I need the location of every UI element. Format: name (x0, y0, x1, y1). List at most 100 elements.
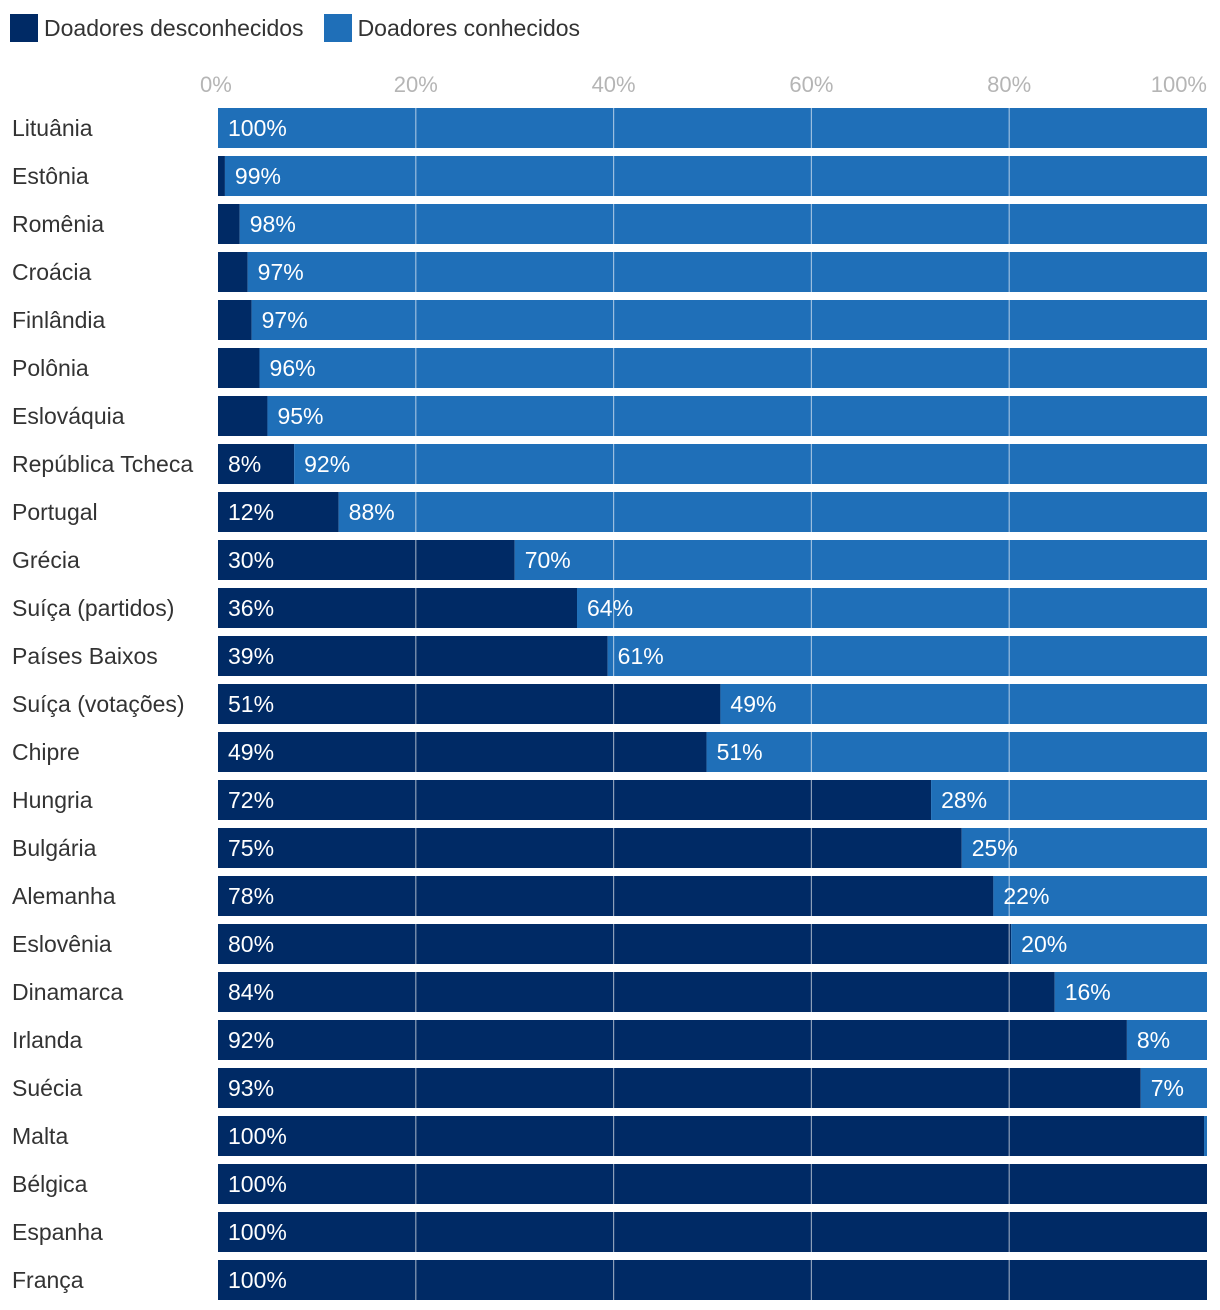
bar-segment-known[interactable] (993, 876, 1207, 916)
data-label-known: 100% (228, 115, 287, 141)
bar-segment-known[interactable] (1126, 1020, 1207, 1060)
bar-segment-unknown[interactable] (218, 972, 1055, 1012)
category-label: Grécia (12, 547, 80, 573)
data-label-unknown: 100% (228, 1219, 287, 1245)
bar-segment-unknown[interactable] (218, 348, 260, 388)
data-label-known: 7% (1151, 1075, 1184, 1101)
data-label-known: 70% (525, 547, 571, 573)
category-label: Eslováquia (12, 403, 125, 429)
bar-segment-unknown[interactable] (218, 588, 578, 628)
data-label-known: 64% (587, 595, 633, 621)
bar-segment-unknown[interactable] (218, 252, 248, 292)
data-label-unknown: 100% (228, 1171, 287, 1197)
x-tick-label: 20% (394, 72, 438, 97)
category-label: Bulgária (12, 835, 97, 861)
data-label-unknown: 78% (228, 883, 274, 909)
bar-segment-unknown[interactable] (218, 204, 240, 244)
data-label-known: 97% (258, 259, 304, 285)
category-label: República Tcheca (12, 451, 193, 477)
data-label-known: 22% (1003, 883, 1049, 909)
data-label-known: 49% (730, 691, 776, 717)
bar-segment-known[interactable] (720, 684, 1207, 724)
category-label: Croácia (12, 259, 91, 285)
bar-segment-unknown[interactable] (218, 636, 608, 676)
data-label-unknown: 49% (228, 739, 274, 765)
bar-segment-unknown[interactable] (218, 492, 339, 532)
bar-segment-unknown[interactable] (218, 156, 225, 196)
bar-segment-known[interactable] (577, 588, 1207, 628)
data-label-unknown: 93% (228, 1075, 274, 1101)
data-label-unknown: 75% (228, 835, 274, 861)
data-label-known: 8% (1137, 1027, 1170, 1053)
x-tick-label: 40% (592, 72, 636, 97)
bar-segment-known[interactable] (1140, 1068, 1207, 1108)
legend-swatch-known (323, 14, 352, 42)
bar-segment-known[interactable] (931, 780, 1207, 820)
bar-segment-known[interactable] (224, 156, 1208, 196)
category-label: Alemanha (12, 883, 116, 909)
bar-segment-known[interactable] (294, 444, 1207, 484)
data-label-known: 20% (1021, 931, 1067, 957)
bar-segment-unknown[interactable] (218, 444, 295, 484)
legend-label-known: Doadores conhecidos (357, 14, 581, 41)
bar-segment-unknown[interactable] (218, 396, 268, 436)
bar-segment-known[interactable] (247, 252, 1208, 292)
data-label-unknown: 84% (228, 979, 274, 1005)
bar-segment-unknown[interactable] (218, 1116, 1205, 1156)
data-label-known: 61% (618, 643, 664, 669)
bar-segment-known[interactable] (259, 348, 1208, 388)
bar-segment-known[interactable] (961, 828, 1207, 868)
x-tick-label: 60% (789, 72, 833, 97)
bar-segment-unknown[interactable] (218, 1164, 1207, 1204)
bar-segment-known[interactable] (1011, 924, 1207, 964)
x-tick-label: 80% (987, 72, 1031, 97)
category-label: Suíça (partidos) (12, 595, 174, 621)
bar-segment-unknown[interactable] (218, 876, 994, 916)
x-tick-label: 100% (1151, 72, 1207, 97)
bar-segment-known[interactable] (251, 300, 1208, 340)
data-label-unknown: 72% (228, 787, 274, 813)
data-label-unknown: 12% (228, 499, 274, 525)
category-label: Irlanda (12, 1027, 83, 1053)
bar-segment-unknown[interactable] (218, 780, 932, 820)
category-label: Chipre (12, 739, 80, 765)
bar-segment-known[interactable] (267, 396, 1207, 436)
bar-segment-known[interactable] (514, 540, 1207, 580)
bar-segment-unknown[interactable] (218, 1020, 1127, 1060)
data-label-known: 51% (717, 739, 763, 765)
data-label-unknown: 100% (228, 1123, 287, 1149)
bar-segment-unknown[interactable] (218, 732, 707, 772)
legend-label-unknown: Doadores desconhecidos (44, 14, 304, 41)
bar-segment-unknown[interactable] (218, 1068, 1141, 1108)
category-label: Romênia (12, 211, 104, 237)
bar-segment-known[interactable] (706, 732, 1207, 772)
category-label: França (12, 1267, 84, 1293)
category-label: Eslovênia (12, 931, 112, 957)
bar-segment-known[interactable] (239, 204, 1207, 244)
category-label: Estônia (12, 163, 89, 189)
category-label: Hungria (12, 787, 93, 813)
category-label: Bélgica (12, 1171, 88, 1197)
bar-segment-unknown[interactable] (218, 300, 252, 340)
bar-segment-known[interactable] (338, 492, 1208, 532)
bar-segment-unknown[interactable] (218, 1212, 1207, 1252)
bar-segment-known[interactable] (1204, 1116, 1207, 1156)
bar-segment-known[interactable] (607, 636, 1207, 676)
category-label: Lituânia (12, 115, 93, 141)
bar-segment-unknown[interactable] (218, 924, 1012, 964)
legend-item-unknown-donors[interactable]: Doadores desconhecidos (10, 14, 304, 42)
legend-item-known-donors[interactable]: Doadores conhecidos (323, 14, 581, 42)
bar-segment-known[interactable] (218, 108, 1207, 148)
bar-segment-unknown[interactable] (218, 540, 515, 580)
data-label-unknown: 8% (228, 451, 261, 477)
category-label: Polônia (12, 355, 89, 381)
x-tick-label: 0% (200, 72, 232, 97)
category-label: Espanha (12, 1219, 103, 1245)
bar-segment-unknown[interactable] (218, 684, 721, 724)
bar-segment-known[interactable] (1054, 972, 1207, 1012)
bar-segment-unknown[interactable] (218, 1260, 1207, 1300)
bar-segment-unknown[interactable] (218, 828, 962, 868)
category-label: Malta (12, 1123, 68, 1149)
